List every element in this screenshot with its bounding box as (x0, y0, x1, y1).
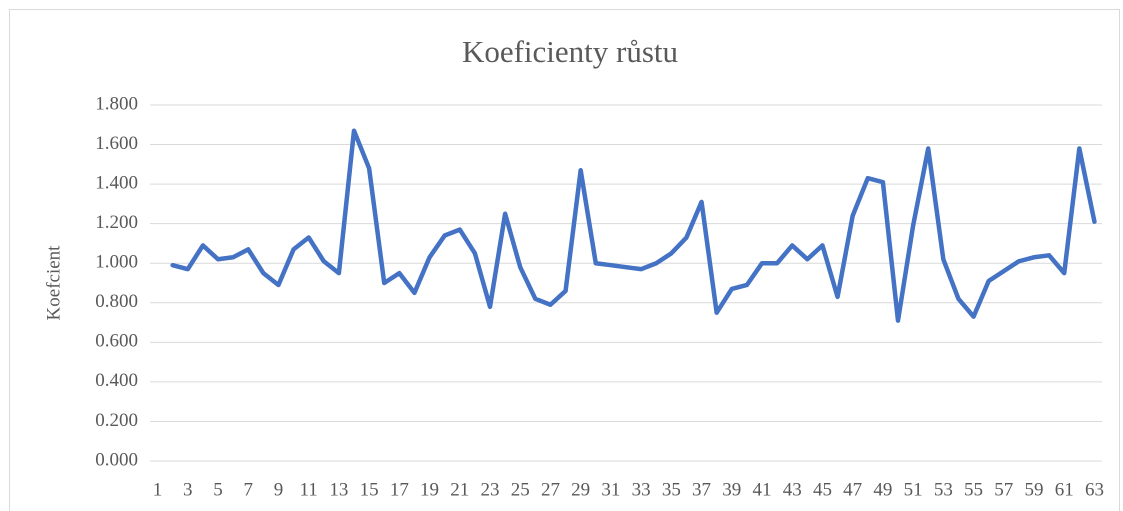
x-tick-label: 45 (813, 479, 832, 500)
y-tick-label: 0.000 (95, 449, 138, 470)
x-tick-label: 7 (243, 479, 253, 500)
x-tick-label: 37 (692, 479, 711, 500)
x-tick-label: 59 (1025, 479, 1044, 500)
x-tick-label: 33 (632, 479, 651, 500)
y-tick-label: 0.400 (95, 370, 138, 391)
x-tick-label: 57 (994, 479, 1013, 500)
x-tick-label: 49 (873, 479, 892, 500)
y-tick-label: 0.600 (95, 331, 138, 352)
x-tick-label: 29 (571, 479, 590, 500)
x-tick-label: 17 (390, 479, 409, 500)
y-tick-label: 0.800 (95, 291, 138, 312)
x-tick-label: 5 (213, 479, 223, 500)
x-tick-label: 53 (934, 479, 953, 500)
x-tick-label: 35 (662, 479, 681, 500)
y-tick-label: 0.200 (95, 410, 138, 431)
y-tick-label: 1.000 (95, 252, 138, 273)
x-tick-label: 51 (904, 479, 923, 500)
x-tick-label: 21 (450, 479, 469, 500)
y-tick-label: 1.200 (95, 212, 138, 233)
chart-title: Koeficienty růstu (462, 34, 678, 69)
x-tick-label: 19 (420, 479, 439, 500)
x-tick-label: 27 (541, 479, 560, 500)
x-tick-label: 23 (481, 479, 500, 500)
chart-frame (9, 9, 1120, 511)
x-tick-label: 1 (153, 479, 163, 500)
x-tick-label: 11 (300, 479, 318, 500)
x-tick-label: 25 (511, 479, 530, 500)
x-tick-label: 3 (183, 479, 193, 500)
x-tick-label: 63 (1085, 479, 1104, 500)
x-tick-label: 55 (964, 479, 983, 500)
x-tick-label: 31 (601, 479, 620, 500)
y-tick-label: 1.800 (95, 93, 138, 114)
x-tick-label: 43 (783, 479, 802, 500)
y-tick-label: 1.400 (95, 172, 138, 193)
x-tick-label: 9 (274, 479, 284, 500)
x-tick-label: 13 (329, 479, 348, 500)
x-tick-label: 15 (360, 479, 379, 500)
x-tick-label: 41 (753, 479, 772, 500)
x-tick-label: 61 (1055, 479, 1074, 500)
x-tick-label: 39 (722, 479, 741, 500)
data-line (170, 128, 1097, 323)
y-axis-title: Koefcient (43, 245, 64, 321)
y-tick-label: 1.600 (95, 133, 138, 154)
x-tick-label: 47 (843, 479, 862, 500)
